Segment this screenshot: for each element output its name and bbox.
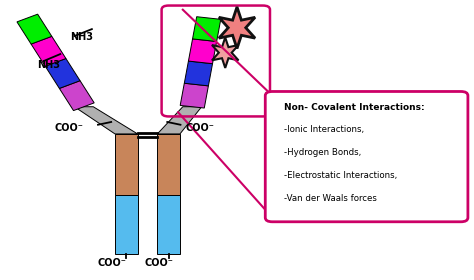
Text: NH3: NH3 [70, 32, 93, 43]
Bar [115, 134, 137, 195]
Text: -Hydrogen Bonds,: -Hydrogen Bonds, [284, 148, 361, 157]
Text: COO⁻: COO⁻ [145, 258, 173, 268]
Text: NH3: NH3 [36, 60, 60, 70]
Text: COO⁻: COO⁻ [185, 123, 214, 132]
Bar [157, 195, 180, 254]
Polygon shape [17, 14, 52, 44]
Polygon shape [180, 83, 209, 108]
Text: -Van der Waals forces: -Van der Waals forces [284, 193, 377, 202]
Polygon shape [189, 39, 217, 64]
Text: Non- Covalent Interactions:: Non- Covalent Interactions: [284, 102, 425, 111]
Polygon shape [45, 59, 80, 88]
Polygon shape [31, 36, 66, 66]
Polygon shape [74, 107, 137, 134]
Polygon shape [192, 17, 221, 41]
Polygon shape [59, 81, 94, 111]
Polygon shape [219, 7, 255, 48]
Polygon shape [184, 61, 212, 86]
FancyBboxPatch shape [265, 92, 468, 222]
Text: COO⁻: COO⁻ [55, 123, 84, 132]
Polygon shape [157, 107, 201, 134]
Polygon shape [212, 38, 238, 68]
Text: COO⁻: COO⁻ [98, 258, 127, 268]
Text: -Electrostatic Interactions,: -Electrostatic Interactions, [284, 171, 397, 180]
Bar [157, 134, 180, 195]
Text: -Ionic Interactions,: -Ionic Interactions, [284, 125, 364, 134]
Bar [115, 195, 137, 254]
